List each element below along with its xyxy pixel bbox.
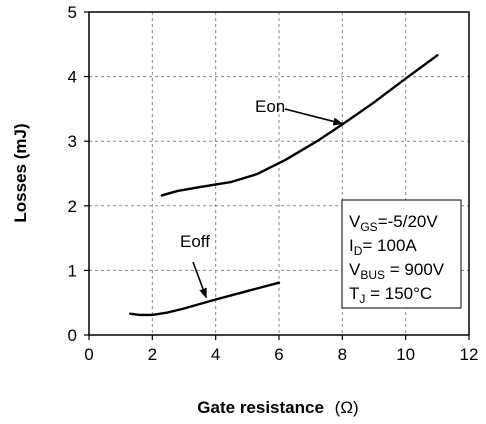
annotation-label-eoff: Eoff <box>180 232 210 251</box>
condition-line: VBUS = 900V <box>349 260 445 282</box>
y-tick-label: 2 <box>68 197 77 216</box>
x-axis-title: Gate resistance (Ω) <box>197 398 358 417</box>
y-tick-label: 5 <box>68 3 77 22</box>
conditions-box <box>341 199 462 309</box>
x-tick-label: 8 <box>338 345 347 364</box>
condition-line: TJ = 150°C <box>349 284 432 306</box>
y-tick-label: 1 <box>68 261 77 280</box>
annotation-layer: Eon Eoff <box>180 97 344 299</box>
series-line-eon <box>160 54 439 197</box>
condition-line: VGS=-5/20V <box>349 212 438 234</box>
y-tick-label: 3 <box>68 132 77 151</box>
series-layer <box>128 54 439 317</box>
x-axis-ticks: 0 2 4 6 8 10 12 <box>84 335 478 364</box>
y-axis-title: Losses (mJ) <box>11 123 30 222</box>
annotation-arrow-eon <box>284 108 344 126</box>
x-tick-label: 4 <box>211 345 220 364</box>
y-axis-ticks: 0 1 2 3 4 5 <box>68 3 89 345</box>
x-tick-label: 10 <box>396 345 415 364</box>
x-tick-label: 12 <box>460 345 479 364</box>
y-tick-label: 0 <box>68 326 77 345</box>
x-tick-label: 2 <box>148 345 157 364</box>
x-tick-label: 0 <box>84 345 93 364</box>
x-axis-unit: (Ω) <box>335 398 359 417</box>
x-tick-label: 6 <box>274 345 283 364</box>
annotation-label-eon: Eon <box>255 97 285 116</box>
annotation-arrow-eoff <box>192 261 207 299</box>
x-axis-title-text: Gate resistance <box>197 398 324 417</box>
condition-line: ID= 100A <box>349 236 417 258</box>
y-tick-label: 4 <box>68 68 77 87</box>
series-line-eoff <box>128 281 281 317</box>
